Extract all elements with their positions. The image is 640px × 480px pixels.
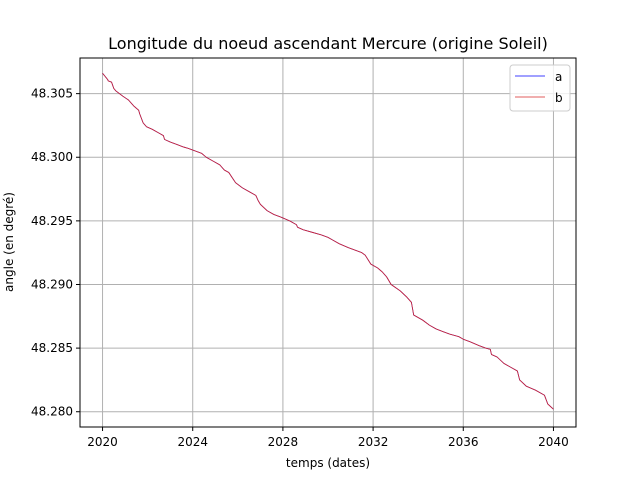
legend-box: [509, 64, 571, 112]
series-line-b: [102, 73, 554, 410]
legend-label-b: b: [555, 91, 563, 105]
plot-frame: [79, 57, 577, 428]
series-layer: [102, 73, 554, 410]
y-axis-ticks: 48.280 48.285 48.290 48.295 48.300 48.305: [31, 87, 80, 419]
y-axis-label: angle (en degré): [2, 192, 16, 292]
y-tick-label: 48.305: [31, 87, 73, 101]
x-tick-label: 2040: [538, 435, 569, 449]
chart-title: Longitude du noeud ascendant Mercure (or…: [108, 34, 548, 53]
y-tick-label: 48.285: [31, 341, 73, 355]
y-tick-label: 48.300: [31, 150, 73, 164]
y-tick-label: 48.280: [31, 405, 73, 419]
x-axis-label: temps (dates): [286, 456, 370, 470]
grid: [80, 58, 576, 427]
x-axis-ticks: 2020 2024 2028 2032 2036 2040: [87, 427, 569, 449]
legend-label-a: a: [555, 70, 562, 84]
x-tick-label: 2036: [448, 435, 479, 449]
x-tick-label: 2032: [358, 435, 389, 449]
x-tick-label: 2024: [177, 435, 208, 449]
x-tick-label: 2020: [87, 435, 118, 449]
y-tick-label: 48.295: [31, 214, 73, 228]
x-tick-label: 2028: [268, 435, 299, 449]
series-line-a: [102, 73, 554, 410]
legend: a b: [509, 64, 571, 112]
y-tick-label: 48.290: [31, 277, 73, 291]
